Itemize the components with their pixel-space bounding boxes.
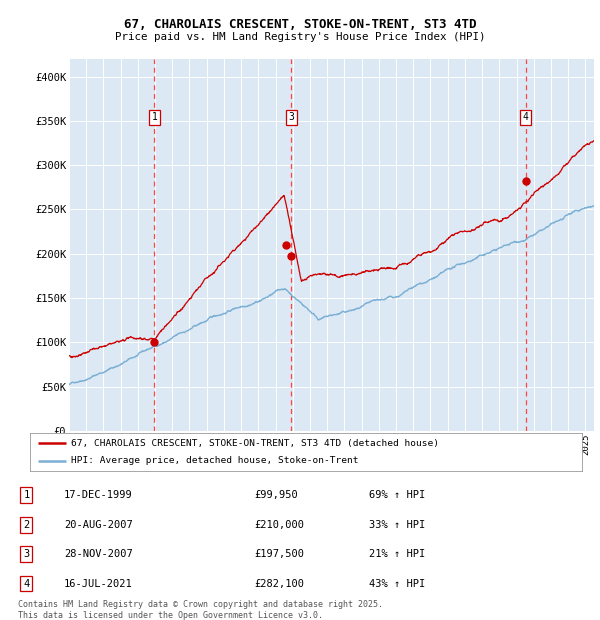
Text: 69% ↑ HPI: 69% ↑ HPI — [369, 490, 425, 500]
Text: 3: 3 — [288, 112, 294, 122]
Text: HPI: Average price, detached house, Stoke-on-Trent: HPI: Average price, detached house, Stok… — [71, 456, 359, 466]
Text: 28-NOV-2007: 28-NOV-2007 — [64, 549, 133, 559]
Text: 2: 2 — [23, 520, 29, 529]
Text: Price paid vs. HM Land Registry's House Price Index (HPI): Price paid vs. HM Land Registry's House … — [115, 32, 485, 42]
Text: 1: 1 — [151, 112, 157, 122]
Text: 4: 4 — [523, 112, 529, 122]
Text: 4: 4 — [23, 578, 29, 588]
Text: 1: 1 — [23, 490, 29, 500]
Text: 3: 3 — [23, 549, 29, 559]
Text: 67, CHAROLAIS CRESCENT, STOKE-ON-TRENT, ST3 4TD: 67, CHAROLAIS CRESCENT, STOKE-ON-TRENT, … — [124, 19, 476, 31]
Text: 20-AUG-2007: 20-AUG-2007 — [64, 520, 133, 529]
Text: 43% ↑ HPI: 43% ↑ HPI — [369, 578, 425, 588]
Text: 17-DEC-1999: 17-DEC-1999 — [64, 490, 133, 500]
Text: £210,000: £210,000 — [254, 520, 304, 529]
Text: £282,100: £282,100 — [254, 578, 304, 588]
Text: 21% ↑ HPI: 21% ↑ HPI — [369, 549, 425, 559]
Text: 67, CHAROLAIS CRESCENT, STOKE-ON-TRENT, ST3 4TD (detached house): 67, CHAROLAIS CRESCENT, STOKE-ON-TRENT, … — [71, 438, 439, 448]
Text: 33% ↑ HPI: 33% ↑ HPI — [369, 520, 425, 529]
Text: 16-JUL-2021: 16-JUL-2021 — [64, 578, 133, 588]
Text: Contains HM Land Registry data © Crown copyright and database right 2025.
This d: Contains HM Land Registry data © Crown c… — [18, 600, 383, 619]
Text: £99,950: £99,950 — [254, 490, 298, 500]
Text: £197,500: £197,500 — [254, 549, 304, 559]
